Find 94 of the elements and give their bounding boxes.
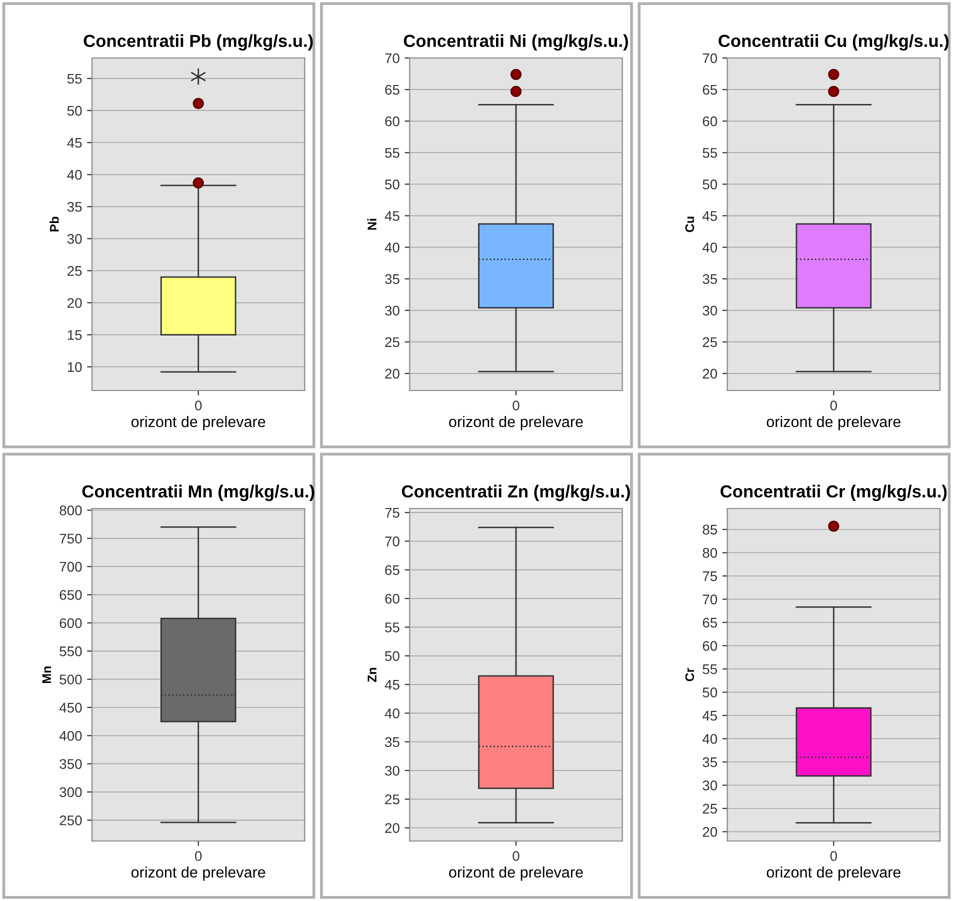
x-axis-title: orizont de prelevare — [131, 866, 266, 881]
y-tick-label: 450 — [59, 702, 82, 713]
x-tick-label: 0 — [195, 851, 202, 861]
y-tick-label: 15 — [68, 330, 82, 340]
x-tick-label: 0 — [195, 400, 202, 410]
y-tick-label: 45 — [702, 211, 718, 221]
y-tick-label: 350 — [60, 759, 82, 769]
x-tick-label: 0 — [512, 400, 520, 410]
chart-title: Concentratii Pb (mg/kg/s.u.) — [84, 34, 313, 51]
y-tick-label: 35 — [385, 274, 400, 284]
y-tick-label: 45 — [384, 680, 400, 690]
y-tick-label: 25 — [68, 266, 82, 276]
y-tick-label: 50 — [702, 180, 718, 190]
y-tick-label: 35 — [702, 274, 718, 284]
y-tick-label: 75 — [702, 571, 718, 582]
y-tick-label: 80 — [702, 548, 718, 558]
y-axis-title: Ni — [367, 218, 376, 230]
y-tick-label: 20 — [68, 298, 82, 308]
y-tick-label: 45 — [67, 138, 82, 148]
y-tick-label: 500 — [60, 674, 82, 684]
y-tick-label: 40 — [702, 242, 718, 252]
chart-title: Concentratii Ni (mg/kg/s.u.) — [404, 34, 628, 51]
y-tick-label: 20 — [385, 368, 400, 379]
y-tick-label: 55 — [702, 664, 718, 674]
y-axis-title: Pb — [50, 216, 59, 232]
y-tick-label: 65 — [385, 84, 400, 95]
y-tick-label: 30 — [67, 234, 82, 244]
y-tick-label: 400 — [59, 730, 82, 741]
y-axis-title: Cu — [685, 216, 694, 232]
y-tick-label: 55 — [385, 148, 400, 158]
y-tick-label: 60 — [385, 116, 400, 126]
y-tick-label: 25 — [385, 337, 400, 348]
y-tick-label: 20 — [702, 827, 718, 837]
y-axis-title: Mn — [42, 666, 51, 683]
y-tick-label: 20 — [702, 368, 718, 379]
y-tick-label: 550 — [60, 646, 82, 656]
y-tick-label: 40 — [702, 734, 718, 744]
y-tick-label: 40 — [384, 242, 400, 252]
chart-title: Concentratii Zn (mg/kg/s.u.) — [402, 484, 630, 502]
chart-title: Concentratii Cu (mg/kg/s.u.) — [718, 34, 949, 51]
y-tick-label: 55 — [385, 622, 400, 632]
y-tick-label: 85 — [702, 524, 718, 535]
y-tick-label: 40 — [384, 708, 400, 718]
y-tick-label: 75 — [385, 508, 400, 518]
y-tick-label: 70 — [702, 53, 718, 64]
y-tick-label: 25 — [702, 337, 718, 348]
y-tick-label: 65 — [385, 565, 400, 576]
y-tick-label: 50 — [702, 688, 718, 698]
y-axis-title: Zn — [368, 668, 376, 682]
y-tick-label: 40 — [67, 170, 82, 180]
x-tick-label: 0 — [830, 400, 837, 410]
y-tick-label: 25 — [702, 804, 718, 814]
y-tick-label: 55 — [702, 148, 718, 158]
y-tick-label: 35 — [67, 202, 82, 212]
y-tick-label: 10 — [68, 362, 82, 372]
x-axis-title: orizont de prelevare — [766, 866, 901, 881]
y-tick-label: 300 — [60, 787, 82, 798]
x-axis-title: orizont de prelevare — [766, 416, 901, 430]
y-tick-label: 35 — [385, 737, 400, 747]
y-axis-title: Cr — [685, 668, 694, 682]
x-axis-title: orizont de prelevare — [449, 416, 583, 430]
y-tick-label: 35 — [702, 757, 718, 768]
y-tick-label: 65 — [702, 84, 718, 95]
y-tick-label: 50 — [385, 651, 400, 661]
y-tick-label: 650 — [60, 590, 82, 600]
x-axis-title: orizont de prelevare — [131, 416, 266, 430]
y-tick-label: 800 — [60, 506, 82, 516]
y-tick-label: 750 — [60, 534, 82, 544]
y-tick-label: 250 — [60, 815, 82, 826]
y-tick-label: 60 — [702, 641, 718, 651]
y-tick-label: 20 — [385, 823, 400, 833]
y-tick-label: 55 — [67, 74, 82, 84]
y-tick-label: 600 — [60, 618, 82, 628]
y-tick-label: 45 — [384, 211, 400, 221]
y-tick-label: 50 — [67, 106, 82, 116]
y-tick-label: 30 — [385, 306, 400, 316]
y-tick-label: 70 — [385, 53, 400, 64]
y-tick-label: 70 — [385, 536, 400, 546]
y-tick-label: 45 — [702, 710, 718, 721]
y-tick-label: 65 — [702, 618, 718, 628]
y-tick-label: 60 — [385, 594, 400, 604]
chart-title: Concentratii Cr (mg/kg/s.u.) — [720, 484, 947, 502]
chart-title: Concentratii Mn (mg/kg/s.u.) — [82, 484, 314, 502]
y-tick-label: 50 — [385, 180, 400, 190]
y-tick-label: 60 — [702, 116, 718, 126]
y-tick-label: 30 — [702, 780, 718, 790]
x-tick-label: 0 — [830, 851, 837, 861]
y-tick-label: 700 — [60, 562, 82, 572]
y-tick-label: 30 — [385, 766, 400, 776]
y-tick-label: 25 — [385, 794, 400, 804]
x-axis-title: orizont de prelevare — [449, 866, 583, 881]
y-tick-label: 70 — [702, 594, 718, 604]
x-tick-label: 0 — [512, 851, 520, 861]
y-tick-label: 30 — [702, 306, 718, 316]
